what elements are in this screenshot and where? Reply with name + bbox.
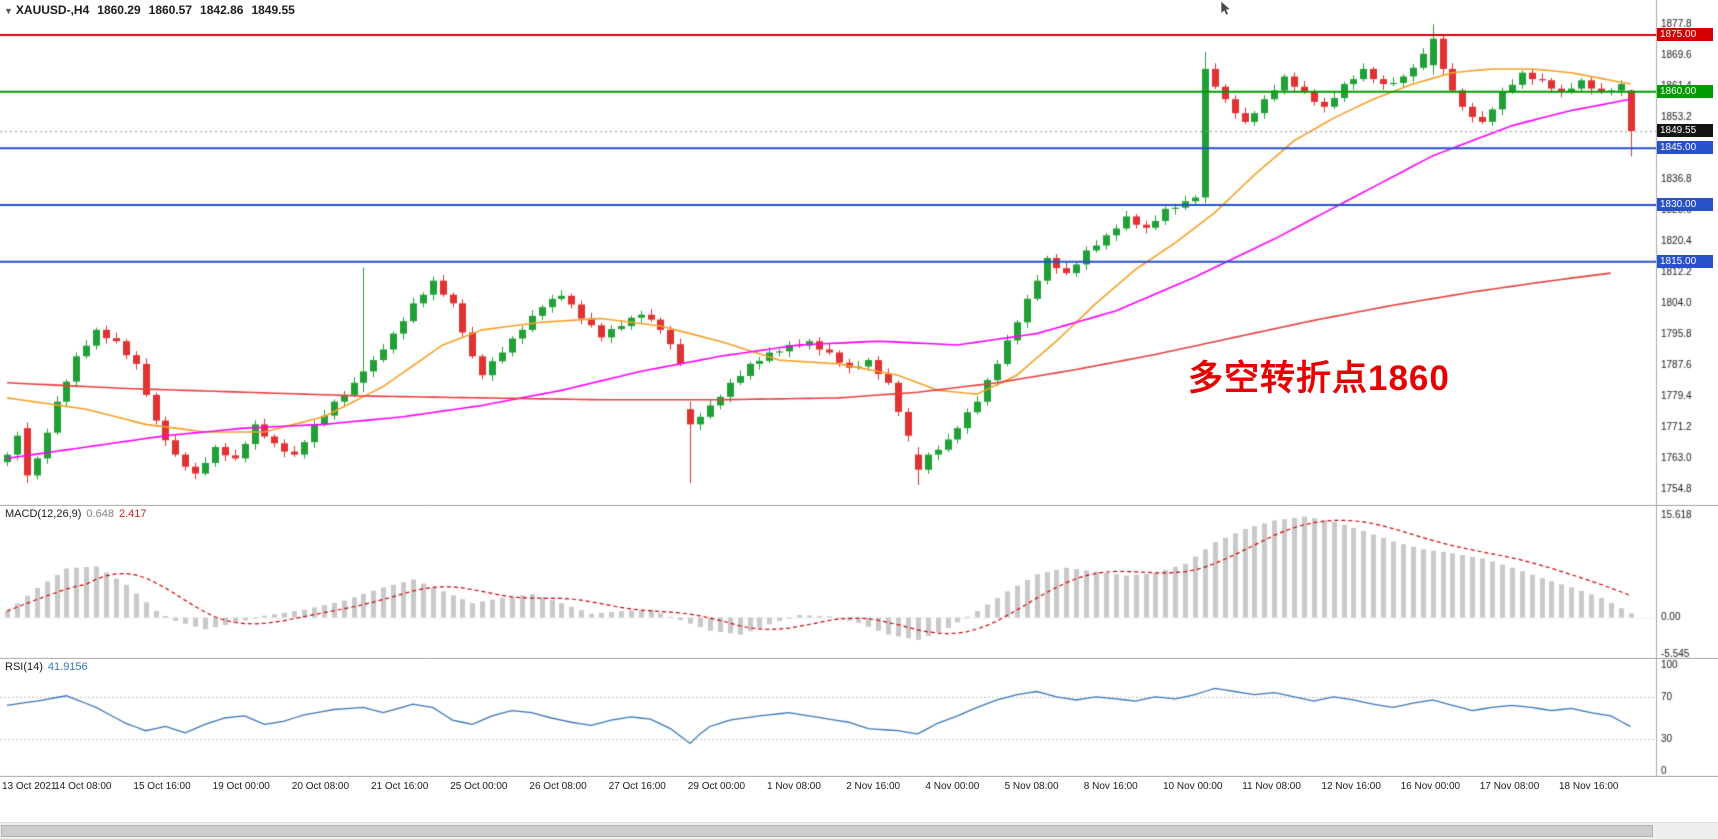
time-axis-label: 25 Oct 00:00 — [450, 781, 508, 792]
time-axis-label: 16 Nov 00:00 — [1400, 781, 1461, 792]
time-axis-label: 29 Oct 00:00 — [687, 781, 746, 792]
ohlc-open-value: 1860.29 — [97, 3, 141, 17]
time-axis-label: 15 Oct 16:00 — [133, 781, 191, 792]
macd-title: MACD(12,26,9) — [5, 508, 82, 520]
time-axis-label: 12 Nov 16:00 — [1321, 781, 1381, 792]
ohlc-high-value: 1860.57 — [148, 3, 193, 17]
time-axis-label: 5 Nov 08:00 — [1004, 781, 1059, 792]
time-axis-label: 10 Nov 00:00 — [1163, 781, 1223, 792]
time-axis-label: 13 Oct 2021 — [2, 781, 57, 792]
time-axis-label: 19 Oct 00:00 — [212, 781, 270, 792]
time-axis-label: 14 Oct 08:00 — [54, 781, 112, 792]
rsi-title: RSI(14) — [5, 661, 43, 673]
rsi-panel: RSI(14) 41.9156 — [0, 659, 1718, 777]
time-axis-label: 11 Nov 08:00 — [1242, 781, 1301, 792]
price-line-badge: 1860.00 — [1657, 84, 1713, 98]
horizontal-scrollbar[interactable] — [0, 822, 1718, 839]
ohlc-low-value: 1842.86 — [200, 3, 244, 17]
time-axis-label: 8 Nov 16:00 — [1083, 781, 1138, 792]
scrollbar-thumb[interactable] — [1, 825, 1653, 837]
time-axis-label: 2 Nov 16:00 — [846, 781, 901, 792]
time-axis-label: 20 Oct 08:00 — [291, 781, 350, 792]
rsi-canvas[interactable] — [0, 659, 1718, 777]
price-line-badge: 1849.55 — [1657, 124, 1713, 138]
time-axis-label: 21 Oct 16:00 — [371, 781, 429, 792]
time-axis-label: 17 Nov 08:00 — [1479, 781, 1540, 792]
chart-annotation: 多空转折点1860 — [1188, 359, 1450, 398]
symbol-period-label: XAUUSD-,H4 — [15, 3, 90, 17]
time-axis-label: 4 Nov 00:00 — [925, 781, 980, 792]
mouse-cursor — [1220, 1, 1232, 16]
time-axis: 13 Oct 2021 14 Oct 08:00 15 Oct 16:00 19 Oc… — [0, 777, 1718, 803]
rsi-value: 41.9156 — [47, 661, 88, 673]
macd-label: MACD(12,26,9) 0.648 2.417 — [5, 508, 151, 520]
price-panel: ▼ XAUUSD-,H4 1860.29 1860.57 1842.86 1849.55 … — [0, 0, 1718, 506]
price-line-badge: 1845.00 — [1657, 141, 1713, 155]
macd-canvas[interactable] — [0, 506, 1718, 659]
macd-panel: MACD(12,26,9) 0.648 2.417 — [0, 506, 1718, 659]
price-line-badge: 1875.00 — [1657, 27, 1713, 41]
macd-main-value: 0.648 — [86, 508, 114, 520]
time-axis-label: 1 Nov 08:00 — [767, 781, 821, 792]
price-line-badge: 1830.00 — [1657, 198, 1713, 212]
macd-signal-value: 2.417 — [118, 508, 147, 520]
rsi-label: RSI(14) 41.9156 — [5, 661, 93, 673]
ohlc-close-value: 1849.55 — [251, 3, 295, 17]
chart-title: ▼ XAUUSD-,H4 1860.29 1860.57 1842.86 1849.55 — [4, 3, 295, 17]
time-axis-label: 18 Nov 16:00 — [1559, 781, 1619, 792]
time-axis-label: 26 Oct 08:00 — [529, 781, 587, 792]
symbol-dropdown-icon[interactable]: ▼ — [4, 6, 13, 16]
time-axis-label: 27 Oct 16:00 — [608, 781, 666, 792]
price-chart-canvas[interactable] — [0, 0, 1718, 506]
price-line-badge: 1815.00 — [1657, 254, 1713, 268]
